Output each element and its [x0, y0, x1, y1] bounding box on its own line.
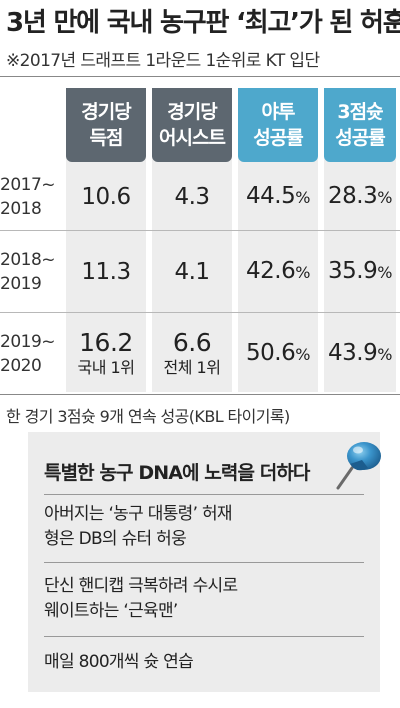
cell-points: 10.6	[81, 184, 131, 210]
rank-note: 전체 1위	[163, 358, 221, 377]
cell-fg-pct: 44.5%	[246, 183, 310, 209]
headline: 3년 만에 국내 농구판 ‘최고’가 된 허훈	[6, 8, 400, 38]
cell-assists: 6.6 전체 1위	[163, 328, 221, 378]
list-item: 단신 핸디캡 극복하려 수시로 웨이트하는 ‘근육맨’	[44, 576, 238, 621]
cell-points: 16.2 국내 1위	[77, 328, 135, 378]
top-divider	[0, 76, 400, 77]
push-pin-icon	[336, 442, 381, 490]
cell-assists: 4.1	[174, 259, 210, 285]
table-bottom-divider	[0, 394, 400, 395]
cell-fg-pct: 42.6%	[246, 258, 310, 284]
rank-note: 국내 1위	[77, 358, 135, 377]
subheadline: ※2017년 드래프트 1라운드 1순위로 KT 입단	[6, 51, 320, 71]
list-item: 매일 800개씩 슛 연습	[44, 652, 194, 672]
box-divider	[44, 636, 364, 637]
season-label: 2017~ 2018	[0, 175, 56, 219]
cell-points: 11.3	[81, 259, 131, 285]
box-divider	[44, 562, 364, 563]
cell-fg-pct: 50.6%	[246, 340, 310, 366]
box-divider	[44, 494, 364, 495]
header-points: 경기당 득점	[66, 88, 146, 162]
season-label: 2019~ 2020	[0, 332, 56, 376]
list-item: 아버지는 ‘농구 대통령’ 허재 형은 DB의 슈터 허웅	[44, 504, 233, 549]
row-divider	[0, 230, 400, 231]
season-label: 2018~ 2019	[0, 250, 56, 294]
dna-box-title: 특별한 농구 DNA에 노력을 더하다	[44, 462, 310, 484]
header-three-pct: 3점슛 성공률	[324, 88, 396, 162]
row-divider	[0, 312, 400, 313]
header-assists: 경기당 어시스트	[152, 88, 232, 162]
cell-three-pct: 43.9%	[328, 340, 392, 366]
footnote: 한 경기 3점슛 9개 연속 성공(KBL 타이기록)	[6, 407, 290, 426]
cell-three-pct: 28.3%	[328, 183, 392, 209]
header-fg-pct: 야투 성공률	[238, 88, 318, 162]
cell-three-pct: 35.9%	[328, 258, 392, 284]
cell-assists: 4.3	[174, 184, 210, 210]
